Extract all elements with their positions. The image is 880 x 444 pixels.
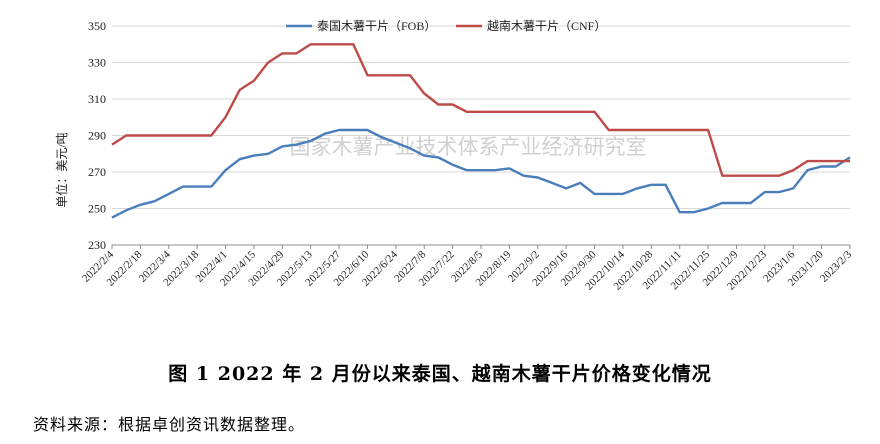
y-tick-label: 310 xyxy=(88,92,106,106)
y-tick-label: 330 xyxy=(88,56,106,70)
series-lines xyxy=(111,43,851,219)
grid-lines xyxy=(112,25,850,209)
y-tick-label: 230 xyxy=(88,238,106,252)
x-axis: 2022/2/42022/2/182022/3/42022/3/182022/4… xyxy=(80,244,854,293)
y-tick-label: 250 xyxy=(88,202,106,216)
legend: 泰国木薯干片（FOB） 越南木薯干片（CNF） xyxy=(286,18,606,33)
source-note: 资料来源：根据卓创资讯数据整理。 xyxy=(33,415,306,434)
x-tick-label: 2023/2/3 xyxy=(818,248,854,284)
y-tick-label: 350 xyxy=(88,19,106,33)
y-axis-label: 单位：美元/吨 xyxy=(54,132,69,207)
y-tick-label: 270 xyxy=(88,165,106,179)
y-tick-label: 290 xyxy=(88,129,106,143)
series-line-vietnam xyxy=(111,43,850,177)
legend-label: 越南木薯干片（CNF） xyxy=(487,18,606,33)
legend-label: 泰国木薯干片（FOB） xyxy=(317,19,436,33)
price-chart: 230 250 270 290 310 330 350 单位：美元/吨 2022/2/420… xyxy=(54,18,854,293)
figure-caption: 图 1 2022 年 2 月份以来泰国、越南木薯干片价格变化情况 xyxy=(168,363,712,385)
series-line-thailand xyxy=(111,128,851,219)
y-axis-ticks: 230 250 270 290 310 330 350 xyxy=(88,19,106,252)
watermark-text: 国家木薯产业技术体系产业经济研究室 xyxy=(290,135,647,159)
